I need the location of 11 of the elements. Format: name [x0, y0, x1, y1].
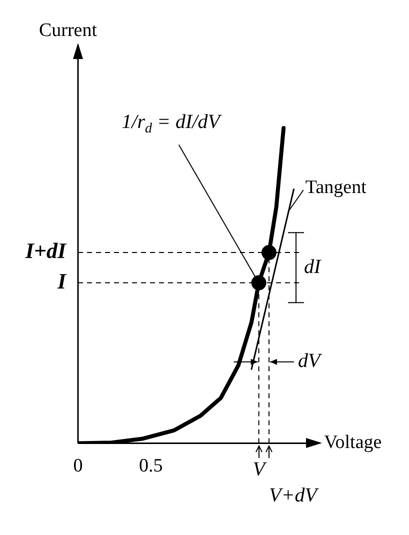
annotation: dI: [304, 256, 322, 278]
annotation: Tangent: [305, 176, 368, 198]
ref-line-label: V+dV: [269, 484, 320, 506]
ref-line-label: I: [56, 268, 68, 294]
x-tick-label: 0: [73, 456, 83, 477]
y-axis-title: Current: [38, 20, 98, 41]
x-tick-label: 0.5: [139, 456, 163, 477]
annotation: dV: [298, 350, 324, 372]
x-axis-title: Voltage: [324, 432, 382, 454]
ref-line-label: V: [252, 458, 268, 480]
ref-line-label: I+dI: [24, 238, 68, 264]
